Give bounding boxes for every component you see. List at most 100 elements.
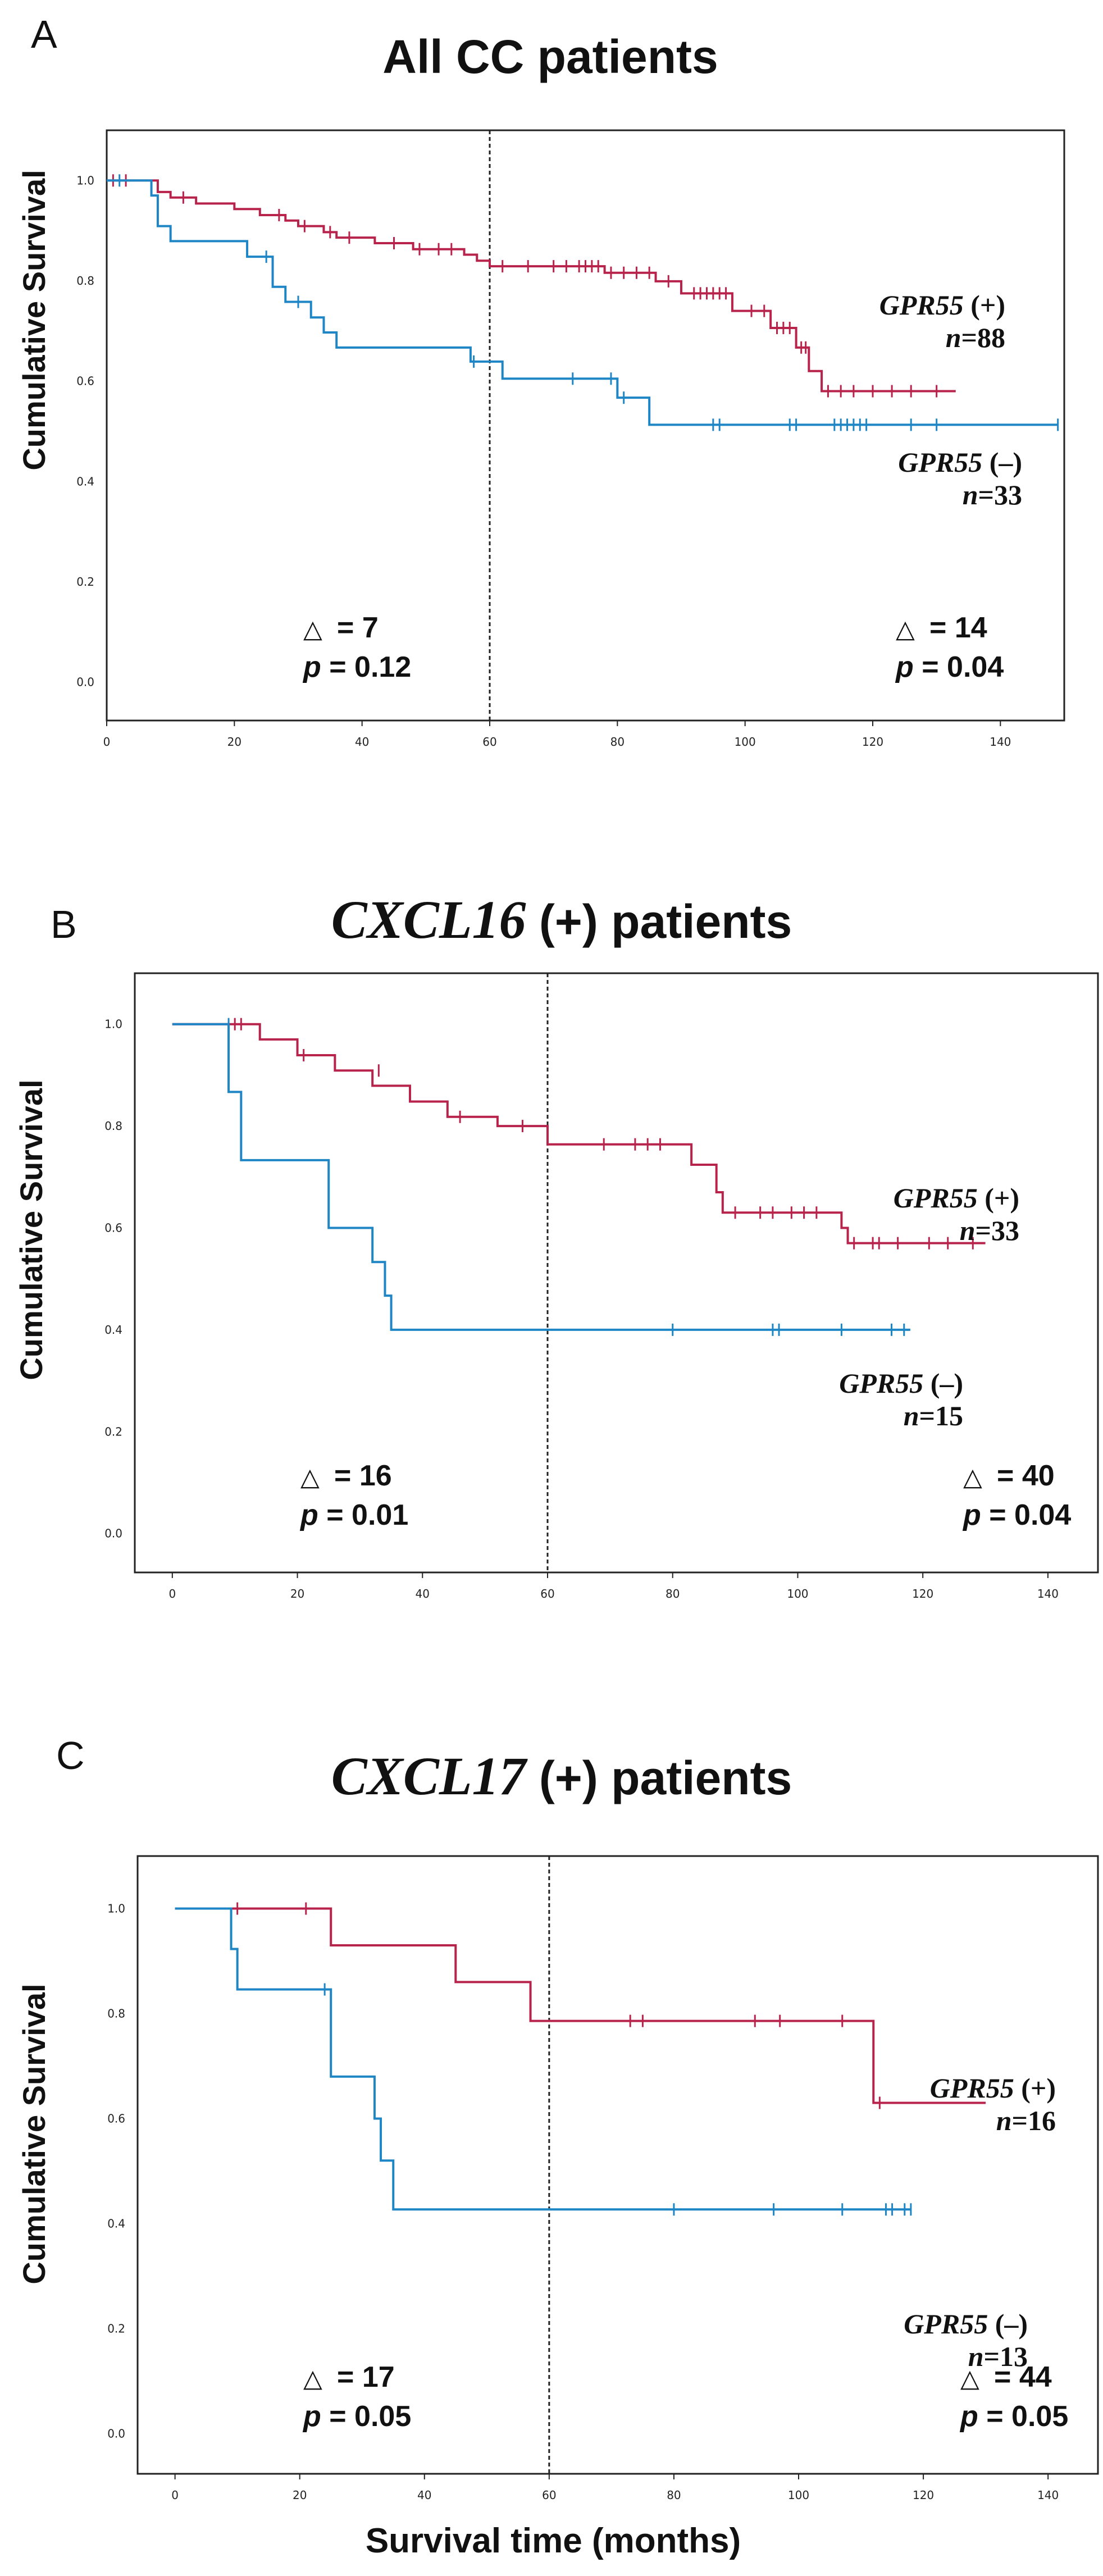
series-sign: (–)	[923, 1367, 963, 1399]
panel-a: A All CC patients Cumulative Survival 0.…	[16, 12, 1065, 749]
p-number: = 0.04	[981, 1499, 1072, 1531]
p-letter: p	[299, 1499, 318, 1531]
panel-letter: B	[51, 902, 77, 946]
x-tick-label: 100	[788, 2488, 809, 2502]
series-n: n=15	[904, 1400, 963, 1431]
y-tick-label: 0.0	[76, 676, 94, 689]
y-tick-label: 0.6	[107, 2112, 125, 2126]
y-axis-label: Cumulative Survival	[16, 170, 52, 470]
series-label: GPR55 (–)	[898, 446, 1022, 478]
series-n: n=33	[960, 1215, 1019, 1246]
p-value: p = 0.05	[302, 2400, 411, 2433]
p-letter: p	[895, 651, 914, 683]
x-tick-label: 120	[912, 1587, 933, 1601]
panel-title-gene: CXCL16	[331, 890, 526, 950]
series-n-value: =33	[976, 1215, 1020, 1246]
x-tick-label: 40	[416, 1587, 430, 1601]
series-label: GPR55 (–)	[904, 2308, 1028, 2340]
y-tick-label: 0.6	[104, 1221, 122, 1234]
delta-icon: △	[896, 615, 915, 644]
y-axis-label: Cumulative Survival	[16, 1984, 52, 2284]
p-value: p = 0.12	[302, 651, 411, 683]
p-value: p = 0.04	[962, 1499, 1071, 1531]
delta-value: = 44	[994, 2361, 1052, 2393]
delta-value: = 14	[929, 612, 987, 644]
series-gene-name: GPR55	[839, 1367, 923, 1399]
x-tick-label: 140	[1037, 2488, 1059, 2502]
x-axis-label: Survival time (months)	[366, 2522, 741, 2560]
p-value: p = 0.04	[895, 651, 1004, 683]
x-tick-label: 20	[290, 1587, 304, 1601]
p-value: p = 0.05	[959, 2400, 1068, 2433]
y-tick-label: 0.8	[104, 1119, 122, 1133]
p-letter: p	[962, 1499, 981, 1531]
panel-b: B CXCL16 (+) patients Cumulative Surviva…	[13, 890, 1099, 1601]
panel-letter: A	[31, 12, 57, 56]
series-sign: (–)	[982, 446, 1022, 478]
delta-icon: △	[303, 615, 322, 644]
x-tick-label: 120	[862, 735, 883, 749]
panel-title-text: (+) patients	[526, 895, 792, 948]
x-tick-label: 40	[355, 735, 369, 749]
x-tick-label: 60	[540, 1587, 554, 1601]
panel-title: CXCL16 (+) patients	[331, 890, 792, 950]
series-label: GPR55 (+)	[894, 1182, 1019, 1214]
y-tick-label: 0.2	[76, 575, 94, 589]
x-tick-label: 80	[667, 2488, 681, 2502]
x-tick-label: 60	[542, 2488, 556, 2502]
x-tick-label: 0	[171, 2488, 179, 2502]
panel-c: C CXCL17 (+) patients Cumulative Surviva…	[16, 1734, 1099, 2502]
series-n-value: =16	[1012, 2105, 1056, 2136]
delta-icon: △	[303, 2364, 322, 2393]
series-n-letter: n	[996, 2105, 1012, 2136]
plot-frame	[136, 1855, 1099, 2475]
delta-value: = 17	[337, 2361, 395, 2393]
delta-value: = 16	[334, 1460, 392, 1492]
series-n-letter: n	[946, 322, 961, 353]
p-letter: p	[959, 2400, 978, 2433]
series-sign: (+)	[1014, 2072, 1056, 2104]
y-tick-label: 0.8	[76, 274, 94, 288]
series-gene-name: GPR55	[904, 2308, 988, 2340]
x-tick-label: 100	[787, 1587, 808, 1601]
y-tick-label: 0.2	[104, 1425, 122, 1438]
series-n: n=13	[968, 2341, 1028, 2372]
panel-title-text: (+) patients	[526, 1752, 792, 1804]
series-gene-name: GPR55	[879, 289, 964, 321]
series-n-value: =88	[961, 322, 1006, 353]
x-tick-label: 140	[990, 735, 1011, 749]
survival-curve-positive	[172, 1023, 986, 1244]
x-tick-label: 80	[610, 735, 625, 749]
series-label: GPR55 (+)	[879, 289, 1005, 321]
series-n: n=88	[946, 322, 1005, 353]
x-tick-label: 20	[293, 2488, 307, 2502]
panel-title-gene: CXCL17	[331, 1746, 528, 1806]
plot-frame	[106, 129, 1065, 722]
survival-curve-negative	[172, 1023, 910, 1331]
delta-value: = 7	[337, 612, 379, 644]
y-tick-label: 1.0	[107, 1902, 125, 1916]
series-sign: (–)	[988, 2308, 1028, 2340]
x-tick-label: 20	[227, 735, 241, 749]
series-gene-name: GPR55	[930, 2072, 1014, 2104]
p-number: = 0.01	[318, 1499, 408, 1531]
y-tick-label: 0.0	[104, 1527, 122, 1540]
x-tick-label: 120	[913, 2488, 934, 2502]
p-number: = 0.05	[978, 2400, 1068, 2433]
series-n-letter: n	[960, 1215, 976, 1246]
y-tick-label: 0.2	[107, 2322, 125, 2336]
panel-title: CXCL17 (+) patients	[331, 1746, 792, 1806]
x-tick-label: 60	[482, 735, 496, 749]
p-value: p = 0.01	[299, 1499, 408, 1531]
p-number: = 0.05	[321, 2400, 411, 2433]
series-label: GPR55 (–)	[839, 1367, 963, 1399]
x-tick-label: 80	[666, 1587, 680, 1601]
plot-frame	[134, 972, 1099, 1574]
plot-area: 0.0 0.2 0.4 0.6 0.8 1.0 0 20 40 60 80 100 120 140 GPR5…	[104, 972, 1099, 1601]
panel-title: All CC patients	[382, 30, 718, 83]
y-tick-label: 1.0	[104, 1018, 122, 1031]
p-letter: p	[302, 651, 321, 683]
y-tick-label: 0.4	[107, 2217, 125, 2231]
series-n-value: =33	[978, 479, 1023, 510]
